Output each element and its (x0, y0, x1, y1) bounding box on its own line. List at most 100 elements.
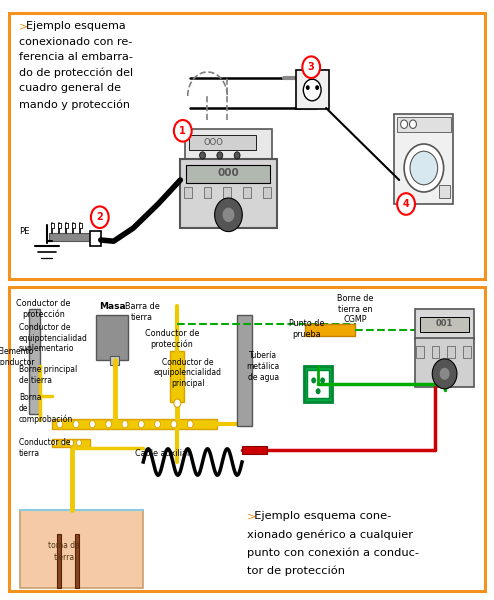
Bar (432, 346, 440, 358)
Bar (263, 187, 271, 198)
Bar (304, 366, 332, 402)
Text: Barra de
tierra: Barra de tierra (125, 302, 160, 322)
Circle shape (320, 377, 325, 383)
Bar (57, 534, 61, 588)
Circle shape (316, 388, 321, 394)
Bar (20, 510, 143, 588)
Text: xionado genérico a cualquier: xionado genérico a cualquier (247, 529, 413, 540)
Text: Tubería
metálica
de agua: Tubería metálica de agua (247, 351, 280, 382)
Text: Masa: Masa (99, 302, 126, 311)
Text: Conductor de
protección: Conductor de protección (145, 329, 199, 349)
Bar (72, 223, 75, 228)
Bar (65, 223, 68, 228)
Bar (415, 338, 474, 387)
Bar (463, 346, 471, 358)
Bar (79, 223, 82, 228)
Circle shape (57, 421, 63, 428)
Bar (52, 439, 90, 447)
Text: toma de
tierra: toma de tierra (48, 541, 80, 562)
Circle shape (315, 85, 319, 90)
Circle shape (122, 421, 128, 428)
Text: >: > (19, 21, 28, 31)
Circle shape (397, 193, 415, 215)
Text: 2: 2 (96, 212, 103, 222)
Bar (237, 315, 252, 426)
Circle shape (432, 359, 457, 389)
Circle shape (234, 152, 240, 159)
Circle shape (302, 56, 320, 78)
Bar (439, 185, 450, 198)
Text: Conductor de
equipolencialidad
principal: Conductor de equipolencialidad principal (154, 358, 222, 388)
Bar (447, 346, 455, 358)
Bar (416, 346, 424, 358)
Circle shape (174, 120, 192, 142)
Circle shape (215, 198, 242, 232)
Text: cuadro general de: cuadro general de (19, 83, 121, 94)
Bar (51, 223, 54, 228)
Text: conexionado con re-: conexionado con re- (19, 37, 132, 47)
Text: Cable auxiliar: Cable auxiliar (135, 449, 191, 458)
Bar (296, 70, 329, 109)
Bar (90, 231, 101, 246)
Circle shape (61, 440, 66, 446)
Bar (75, 534, 79, 588)
Bar (394, 114, 453, 204)
Text: Borne principal
de tierra: Borne principal de tierra (19, 365, 77, 385)
Text: mando y protección: mando y protección (19, 99, 130, 109)
Circle shape (306, 85, 310, 90)
Circle shape (440, 368, 450, 380)
Circle shape (91, 206, 109, 228)
Bar (305, 324, 355, 336)
Bar (110, 356, 119, 365)
Bar (204, 187, 211, 198)
FancyBboxPatch shape (9, 13, 485, 279)
Text: punto con conexión a conduc-: punto con conexión a conduc- (247, 547, 419, 558)
Text: 4: 4 (403, 199, 410, 209)
Circle shape (171, 421, 177, 428)
Circle shape (89, 421, 95, 428)
Text: Elemento
conductor: Elemento conductor (0, 347, 35, 367)
Text: 001: 001 (436, 319, 453, 329)
FancyBboxPatch shape (9, 287, 485, 591)
Text: PE: PE (19, 227, 29, 236)
Bar (307, 370, 329, 398)
Bar (29, 309, 40, 414)
Bar (185, 129, 272, 159)
Text: >: > (247, 511, 256, 521)
Circle shape (217, 152, 223, 159)
Text: Ejemplo esquema cone-: Ejemplo esquema cone- (247, 511, 391, 521)
Bar (180, 159, 277, 228)
Circle shape (404, 144, 444, 192)
Text: 1: 1 (179, 126, 186, 136)
Circle shape (138, 421, 144, 428)
Text: 3: 3 (308, 62, 315, 72)
Circle shape (187, 421, 193, 428)
Text: ferencia al embarra-: ferencia al embarra- (19, 52, 133, 62)
Text: Conductor de
protección: Conductor de protección (16, 299, 71, 319)
Circle shape (155, 421, 161, 428)
Bar (189, 135, 256, 150)
Text: OOO: OOO (204, 137, 224, 146)
Circle shape (106, 421, 112, 428)
Bar (170, 351, 184, 402)
Circle shape (53, 440, 58, 446)
Circle shape (200, 152, 206, 159)
Bar (242, 446, 267, 454)
Bar (415, 309, 474, 339)
Bar (420, 317, 469, 332)
Circle shape (73, 421, 79, 428)
Circle shape (303, 79, 321, 101)
Text: Conductor de
equipotencialidad
suplementario: Conductor de equipotencialidad suplement… (19, 323, 87, 353)
Text: do de protección del: do de protección del (19, 68, 133, 78)
Text: Borne de
tierra en
CGMP: Borne de tierra en CGMP (337, 294, 374, 325)
Bar (96, 315, 128, 360)
Bar (186, 165, 270, 183)
Circle shape (410, 120, 416, 128)
Circle shape (410, 151, 438, 185)
Text: Ejemplo esquema: Ejemplo esquema (19, 21, 125, 31)
Circle shape (222, 208, 234, 222)
Bar (58, 223, 61, 228)
Text: tor de protección: tor de protección (247, 565, 345, 576)
Bar (243, 187, 251, 198)
Circle shape (69, 440, 74, 446)
